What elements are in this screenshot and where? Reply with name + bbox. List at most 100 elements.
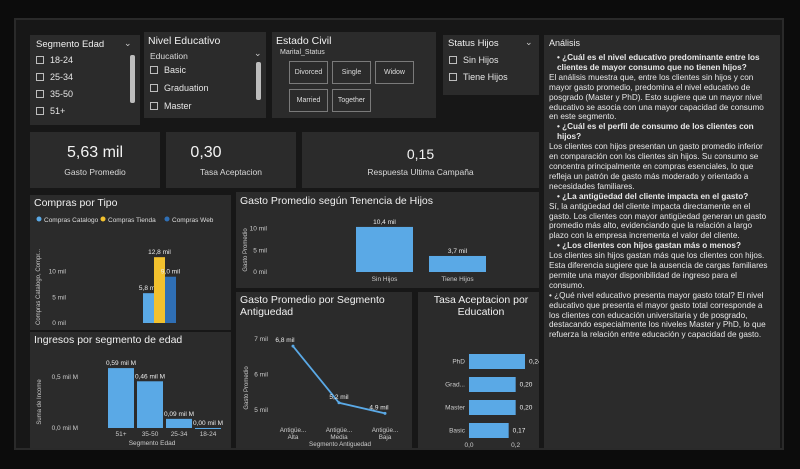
y-axis-label: Compras Catalogo, Compr... — [36, 249, 42, 325]
checkbox-graduation[interactable]: Graduation — [150, 83, 209, 93]
bar-tiene-hijos — [429, 255, 486, 272]
scrollbar[interactable] — [256, 62, 261, 100]
x-axis-label: Segmento Edad — [129, 440, 176, 447]
bar-master — [469, 400, 516, 415]
data-label: 12,8 mil — [148, 249, 171, 256]
data-point — [337, 401, 341, 405]
chevron-down-icon[interactable]: ⌄ — [254, 48, 262, 58]
y-tick-label: 7 mil — [254, 336, 268, 343]
data-label: 0,20 — [520, 405, 533, 412]
chevron-down-icon[interactable]: ⌄ — [124, 38, 132, 48]
y-tick-label: 5 mil — [253, 247, 267, 254]
kpi-label: Respuesta Ultima Campaña — [367, 167, 474, 177]
slicer-field: Education — [150, 51, 188, 61]
y-tick-label: 0 mil — [52, 320, 66, 327]
analysis-panel: Análisis • ¿Cuál es el nivel educativo p… — [544, 35, 780, 448]
analysis-body: • ¿Cuál es el nivel educativo predominan… — [549, 53, 773, 340]
ingresos-chart-svg: 0,0 mil M 0,5 mil M Suma de Income 0,59 mil… — [37, 360, 223, 447]
data-label: 5,8 mil — [139, 285, 159, 292]
data-label: 0,00 mil M — [193, 420, 223, 427]
bar-51-plus — [108, 368, 134, 428]
data-point — [291, 344, 295, 348]
x-tick-label: Baja — [379, 434, 392, 441]
kpi-value: 0,15 — [406, 146, 435, 162]
checkbox-18-24[interactable]: 18-24 — [36, 55, 73, 65]
chart-gasto-hijos: Gasto Promedio según Tenencia de Hijos 0… — [236, 192, 539, 288]
slicer-age-segment: Segmento Edad ⌄ 18-24 25-34 35-50 51+ — [30, 35, 140, 125]
bar-basic — [469, 423, 509, 438]
legend-label: Compras Web — [172, 217, 214, 224]
checkbox-51-plus[interactable]: 51+ — [36, 106, 65, 116]
bar-compras-catalogo — [143, 293, 154, 323]
checkbox-tiene-hijos[interactable]: Tiene Hijos — [449, 72, 508, 82]
data-label: 0,20 — [520, 382, 533, 389]
checkbox-25-34[interactable]: 25-34 — [36, 72, 73, 82]
chart-compras-por-tipo: Compras por Tipo Compras Catalogo Compras… — [30, 195, 231, 330]
bar-compras-web — [165, 276, 176, 323]
analysis-question: • ¿La antigüedad del cliente impacta en … — [557, 191, 749, 201]
x-tick-label: 18-24 — [200, 431, 217, 438]
bar-18-24 — [195, 428, 221, 429]
kpi-tasa-aceptacion: 0,30 Tasa Aceptacion — [166, 132, 296, 188]
x-tick-label: 0,2 — [511, 442, 520, 448]
checkbox-35-50[interactable]: 35-50 — [36, 89, 73, 99]
x-tick-label: Antigüe... — [280, 427, 307, 434]
data-label: 5,2 mil — [329, 394, 349, 401]
data-label: 3,7 mil — [448, 248, 468, 255]
data-label: 0,24 — [529, 359, 539, 366]
chevron-down-icon[interactable]: ⌄ — [525, 37, 533, 47]
y-tick-label: 6 mil — [254, 371, 268, 378]
chart-tasa-education: Tasa Aceptacion por Education PhD 0,24 Gra… — [418, 292, 539, 448]
data-label: 0,46 mil M — [135, 373, 165, 380]
x-tick-label: 0,0 — [464, 442, 473, 448]
tile-together[interactable]: Together — [332, 89, 371, 112]
analysis-question: • ¿Los clientes con hijos gastan más o m… — [557, 241, 741, 251]
analysis-question: • ¿Cuál es el perfil de consumo de los c… — [557, 122, 754, 142]
tile-married[interactable]: Married — [289, 89, 328, 112]
data-label: 10,4 mil — [373, 219, 396, 226]
slicer-title: Status Hijos — [448, 38, 499, 49]
y-tick-label: Master — [445, 405, 466, 412]
legend-marker — [164, 216, 170, 222]
analysis-paragraph: • ¿Qué nivel educativo presenta mayor ga… — [549, 290, 766, 340]
x-tick-label: Media — [330, 434, 348, 441]
tile-single[interactable]: Single — [332, 61, 371, 84]
analysis-question: • ¿Cuál es el nivel educativo predominan… — [557, 53, 760, 72]
scrollbar[interactable] — [130, 55, 135, 103]
data-label: 9,0 mil — [161, 269, 181, 276]
checkbox-sin-hijos[interactable]: Sin Hijos — [449, 55, 499, 65]
y-tick-label: Grad... — [445, 382, 465, 389]
x-tick-label: 25-34 — [171, 431, 188, 438]
x-tick-label: Antigüe... — [326, 427, 353, 434]
tile-widow[interactable]: Widow — [375, 61, 414, 84]
bar-25-34 — [166, 418, 192, 428]
slicer-education: Nivel Educativo Education ⌄ Basic Gradua… — [144, 32, 266, 118]
y-tick-label: 0,0 mil M — [52, 425, 78, 432]
legend-marker — [36, 216, 42, 222]
dashboard-frame: Segmento Edad ⌄ 18-24 25-34 35-50 51+ Ni… — [14, 18, 784, 450]
kpi-label: Gasto Promedio — [64, 167, 126, 177]
kpi-value: 5,63 mil — [66, 144, 124, 161]
antiguedad-chart-svg: 5 mil 6 mil 7 mil Gasto Promedio 6,8 mil Anti… — [244, 336, 399, 448]
chart-title: Gasto Promedio por Segmento Antiguedad — [240, 294, 385, 318]
slicer-children-status: Status Hijos ⌄ Sin Hijos Tiene Hijos — [443, 35, 539, 95]
y-tick-label: 10 mil — [49, 269, 67, 276]
chart-gasto-antiguedad: Gasto Promedio por Segmento Antiguedad 5… — [236, 292, 412, 448]
compras-chart-svg: Compras Catalogo Compras Tienda Compras We… — [36, 216, 214, 327]
y-axis-label: Gasto Promedio — [244, 366, 250, 410]
y-tick-label: 5 mil — [254, 407, 268, 414]
x-tick-label: Antigüe... — [372, 427, 399, 434]
data-label: 6,8 mil — [275, 337, 295, 344]
checkbox-basic[interactable]: Basic — [150, 65, 186, 75]
checkbox-master[interactable]: Master — [150, 101, 192, 111]
tile-divorced[interactable]: Divorced — [289, 61, 328, 84]
analysis-paragraph: Los clientes con hijos presentan un gast… — [549, 142, 763, 191]
kpi-gasto-promedio: 5,63 mil Gasto Promedio — [30, 132, 160, 188]
kpi-value: 0,30 — [190, 144, 222, 161]
y-tick-label: Basic — [449, 428, 466, 435]
x-tick-label: Alta — [288, 434, 299, 441]
chart-title: Compras por Tipo — [34, 197, 118, 209]
y-axis-label: Suma de Income — [37, 379, 43, 425]
